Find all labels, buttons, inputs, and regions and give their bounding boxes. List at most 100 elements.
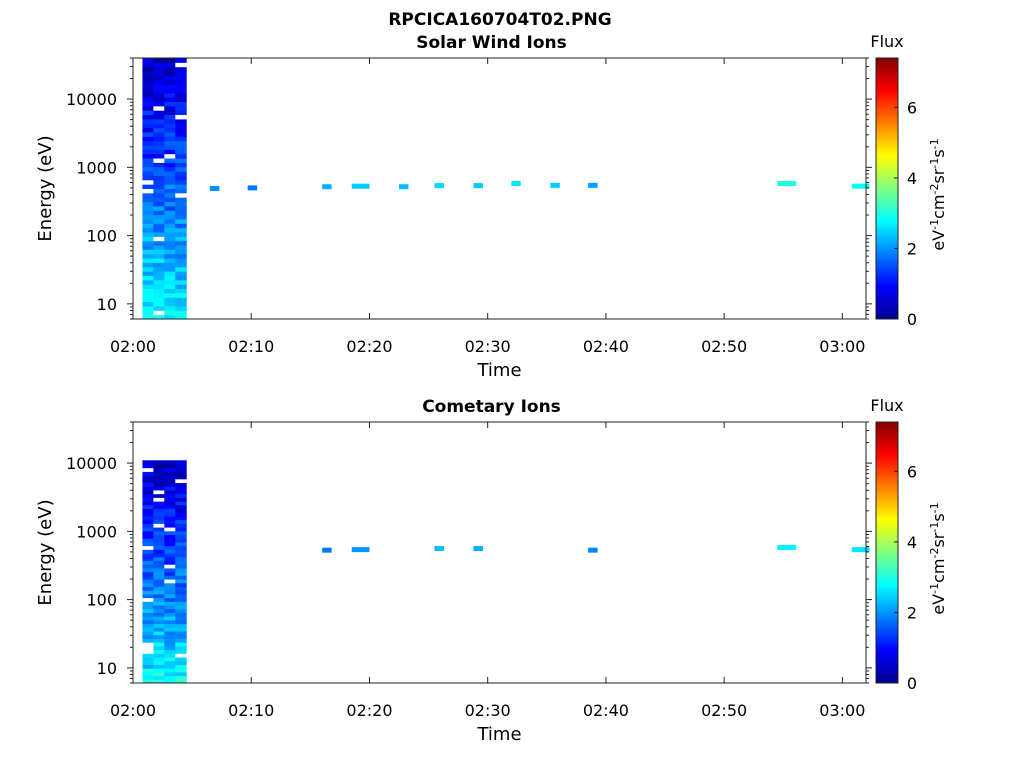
heatmap-cell xyxy=(175,218,187,224)
heatmap-cell xyxy=(142,266,154,272)
heatmap-cell xyxy=(164,534,176,539)
heatmap-cell xyxy=(142,664,154,669)
heatmap-cell xyxy=(164,266,176,272)
heatmap-cell xyxy=(164,214,176,220)
heatmap-cell xyxy=(175,127,187,133)
heatmap-cell xyxy=(175,153,187,159)
heatmap-cell xyxy=(164,597,176,602)
heatmap-cell xyxy=(164,149,176,155)
heatmap-cell xyxy=(153,127,165,133)
heatmap-cell xyxy=(164,101,176,107)
heatmap-cell xyxy=(153,515,165,521)
unit-text: eV xyxy=(929,230,948,251)
heatmap-cell xyxy=(142,671,154,677)
heatmap-cell xyxy=(164,527,176,532)
heatmap-cell xyxy=(175,515,187,521)
heatmap-cell xyxy=(175,467,187,472)
flux-mark xyxy=(247,185,258,191)
heatmap-cell xyxy=(164,210,176,216)
heatmap-cell xyxy=(175,675,187,680)
heatmap-cell xyxy=(164,616,176,621)
heatmap-cell xyxy=(175,523,187,528)
heatmap-cell xyxy=(153,97,165,102)
heatmap-cell xyxy=(153,553,165,558)
heatmap-cell xyxy=(153,105,165,111)
heatmap-cell xyxy=(164,519,176,524)
heatmap-cell xyxy=(142,184,154,189)
heatmap-cell xyxy=(175,131,187,137)
heatmap-cell xyxy=(142,62,154,68)
heatmap-cell xyxy=(142,515,154,521)
heatmap-cell xyxy=(153,634,165,639)
flux-mark xyxy=(851,547,870,553)
heatmap-cell xyxy=(142,101,154,107)
heatmap-cell xyxy=(153,671,165,677)
flux-mark xyxy=(473,546,483,552)
heatmap-cell xyxy=(153,297,165,303)
heatmap-cell xyxy=(142,475,154,480)
heatmap-cell xyxy=(175,75,187,81)
heatmap-cell xyxy=(142,275,154,281)
heatmap-cell xyxy=(175,114,187,120)
heatmap-cell xyxy=(142,118,154,124)
heatmap-cell xyxy=(164,197,176,203)
heatmap-cell xyxy=(175,275,187,281)
unit-exponent: -1 xyxy=(928,502,941,513)
heatmap-cell xyxy=(153,223,165,229)
heatmap-cell xyxy=(142,136,154,142)
heatmap-cell xyxy=(153,660,165,665)
heatmap-cell xyxy=(164,88,176,94)
heatmap-cell xyxy=(164,284,176,290)
heatmap-cell xyxy=(175,575,187,580)
heatmap-cell xyxy=(175,123,187,129)
heatmap-cell xyxy=(175,66,187,72)
x-tick-label: 02:00 xyxy=(110,701,156,720)
heatmap-cell xyxy=(175,538,187,543)
colorbar-tick-label: 4 xyxy=(907,533,917,552)
heatmap-cell xyxy=(175,284,187,290)
heatmap-cell xyxy=(153,245,165,250)
heatmap-cell xyxy=(142,145,154,150)
heatmap-cell xyxy=(153,66,165,72)
flux-mark xyxy=(351,547,370,553)
colorbar-tick-label: 2 xyxy=(907,239,917,258)
flux-mark xyxy=(550,182,560,188)
heatmap-cell xyxy=(153,62,165,68)
heatmap-cell xyxy=(142,545,154,550)
x-tick-label: 02:10 xyxy=(228,701,274,720)
heatmap-cell xyxy=(164,623,176,628)
heatmap-cell xyxy=(175,649,187,654)
heatmap-cell xyxy=(153,645,165,651)
heatmap-cell xyxy=(153,493,165,498)
flux-mark xyxy=(777,180,797,186)
heatmap-cell xyxy=(153,530,165,536)
heatmap-cell xyxy=(153,612,165,617)
heatmap-cell xyxy=(164,645,176,651)
colorbar-title: Flux xyxy=(870,32,903,51)
y-tick-label: 1000 xyxy=(76,522,117,541)
heatmap-cell xyxy=(175,627,187,632)
heatmap-cell xyxy=(164,515,176,521)
heatmap-cell xyxy=(142,616,154,621)
heatmap-cell xyxy=(142,97,154,102)
heatmap-cell xyxy=(153,649,165,654)
heatmap-cell xyxy=(142,675,154,680)
heatmap-cell xyxy=(164,171,176,176)
heatmap-cell xyxy=(142,279,154,285)
heatmap-cell xyxy=(142,660,154,665)
heatmap-cell xyxy=(175,236,187,242)
x-tick-label: 02:20 xyxy=(346,337,392,356)
heatmap-cell xyxy=(153,605,165,610)
heatmap-cell xyxy=(164,310,176,316)
heatmap-cell xyxy=(164,136,176,142)
x-tick-label: 02:00 xyxy=(110,337,156,356)
heatmap-cell xyxy=(175,292,187,298)
heatmap-cell xyxy=(175,314,187,320)
heatmap-cell xyxy=(153,467,165,472)
unit-exponent: -1 xyxy=(928,583,941,594)
heatmap-cell xyxy=(175,475,187,480)
heatmap-cell xyxy=(164,608,176,613)
heatmap-cell xyxy=(153,305,165,311)
heatmap-cell xyxy=(175,162,187,168)
